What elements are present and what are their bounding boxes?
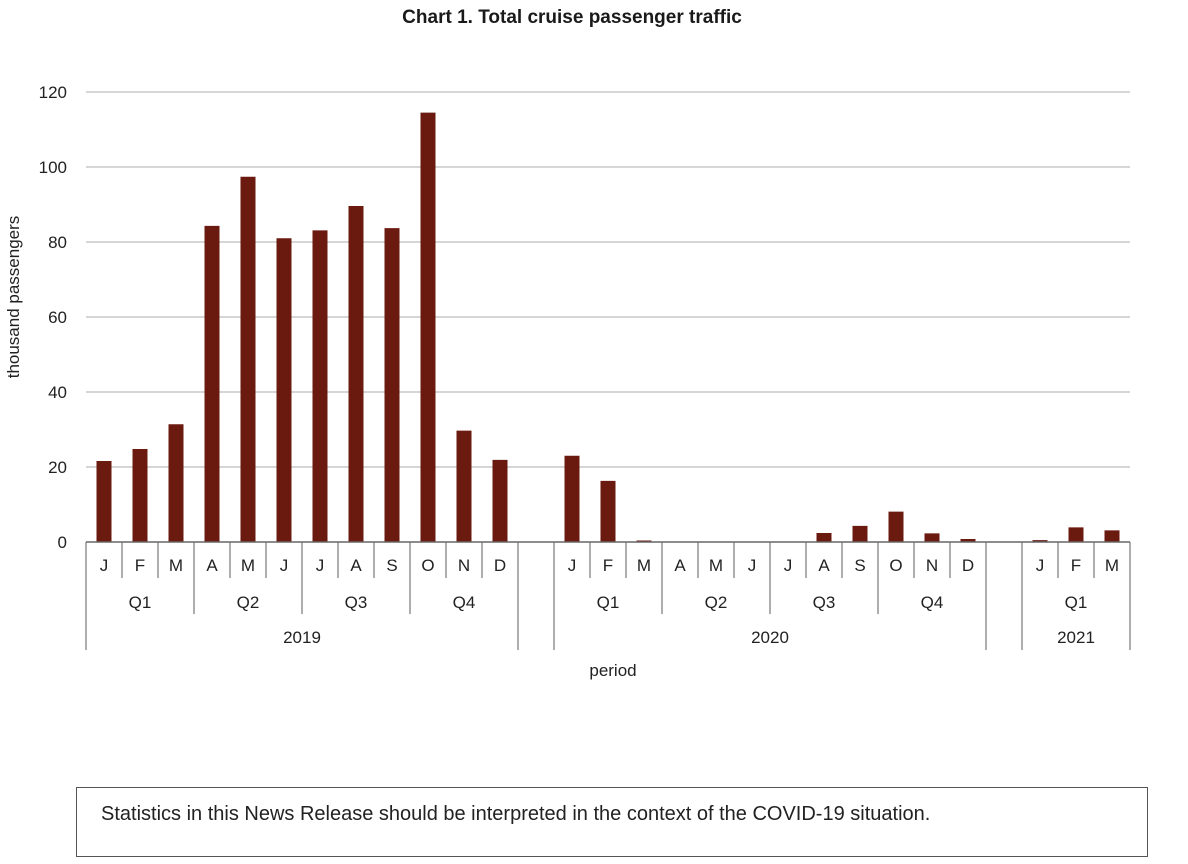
month-label: J — [316, 556, 325, 575]
bars — [96, 112, 1120, 542]
bar — [1068, 527, 1084, 542]
month-label: A — [674, 556, 686, 575]
gridlines — [86, 91, 1130, 468]
month-label: J — [748, 556, 757, 575]
quarter-label: Q4 — [921, 593, 944, 612]
quarter-label: Q4 — [453, 593, 476, 612]
y-tick-label: 20 — [48, 458, 67, 477]
y-tick-label: 100 — [39, 158, 67, 177]
month-label: J — [784, 556, 793, 575]
month-label: M — [637, 556, 651, 575]
bar-chart: 0 20 40 60 80 100 120 J F M Q1 A M J Q2 J A S Q3 O N D Q4 2019… — [4, 83, 1131, 680]
quarter-label: Q2 — [237, 593, 260, 612]
y-tick-label: 120 — [39, 83, 67, 102]
y-tick-label: 80 — [48, 233, 67, 252]
month-label: A — [206, 556, 218, 575]
quarter-label: Q1 — [129, 593, 152, 612]
quarter-label: Q3 — [345, 593, 368, 612]
month-label: F — [135, 556, 145, 575]
month-label: O — [889, 556, 902, 575]
bar — [960, 539, 976, 542]
covid-notice-box: Statistics in this News Release should b… — [76, 787, 1148, 857]
quarter-label: Q1 — [1065, 593, 1088, 612]
bar — [456, 430, 472, 542]
month-label: D — [494, 556, 506, 575]
y-axis-label: thousand passengers — [4, 216, 23, 379]
month-label: S — [854, 556, 865, 575]
month-label: D — [962, 556, 974, 575]
bar — [168, 424, 184, 542]
month-label: M — [241, 556, 255, 575]
quarter-label: Q3 — [813, 593, 836, 612]
month-label: J — [100, 556, 109, 575]
y-tick-label: 60 — [48, 308, 67, 327]
bar — [132, 449, 148, 542]
month-label: J — [568, 556, 577, 575]
year-label: 2021 — [1057, 628, 1095, 647]
bar — [492, 459, 508, 542]
bar — [96, 461, 112, 542]
bar — [384, 228, 400, 542]
month-label: F — [603, 556, 613, 575]
year-label: 2019 — [283, 628, 321, 647]
month-label: S — [386, 556, 397, 575]
bar — [420, 112, 436, 542]
month-label: F — [1071, 556, 1081, 575]
bar — [564, 455, 580, 542]
covid-notice-text: Statistics in this News Release should b… — [101, 803, 931, 825]
month-label: N — [458, 556, 470, 575]
bar — [240, 176, 256, 542]
month-label: N — [926, 556, 938, 575]
bar — [924, 533, 940, 542]
bar — [888, 511, 904, 542]
month-label: M — [709, 556, 723, 575]
month-label: J — [1036, 556, 1045, 575]
month-label: O — [421, 556, 434, 575]
month-label: A — [818, 556, 830, 575]
chart-title: Chart 1. Total cruise passenger traffic — [402, 7, 742, 28]
y-tick-label: 40 — [48, 383, 67, 402]
month-label: M — [169, 556, 183, 575]
quarter-label: Q1 — [597, 593, 620, 612]
y-tick-label: 0 — [58, 533, 67, 552]
month-label: A — [350, 556, 362, 575]
y-axis-ticks: 0 20 40 60 80 100 120 — [39, 83, 67, 552]
bar — [852, 525, 868, 542]
bar — [1032, 540, 1048, 542]
month-label: J — [280, 556, 289, 575]
x-axis-label: period — [589, 661, 636, 680]
quarter-label: Q2 — [705, 593, 728, 612]
bar — [600, 480, 616, 542]
bar — [204, 225, 220, 542]
year-label: 2020 — [751, 628, 789, 647]
bar — [276, 238, 292, 542]
bar — [312, 230, 328, 542]
month-label: M — [1105, 556, 1119, 575]
bar — [816, 533, 832, 542]
x-axis: J F M Q1 A M J Q2 J A S Q3 O N D Q4 2019 J F M Q1 A M J Q2 J A S Q3 O… — [85, 541, 1131, 650]
bar — [348, 206, 364, 542]
bar — [1104, 530, 1120, 542]
